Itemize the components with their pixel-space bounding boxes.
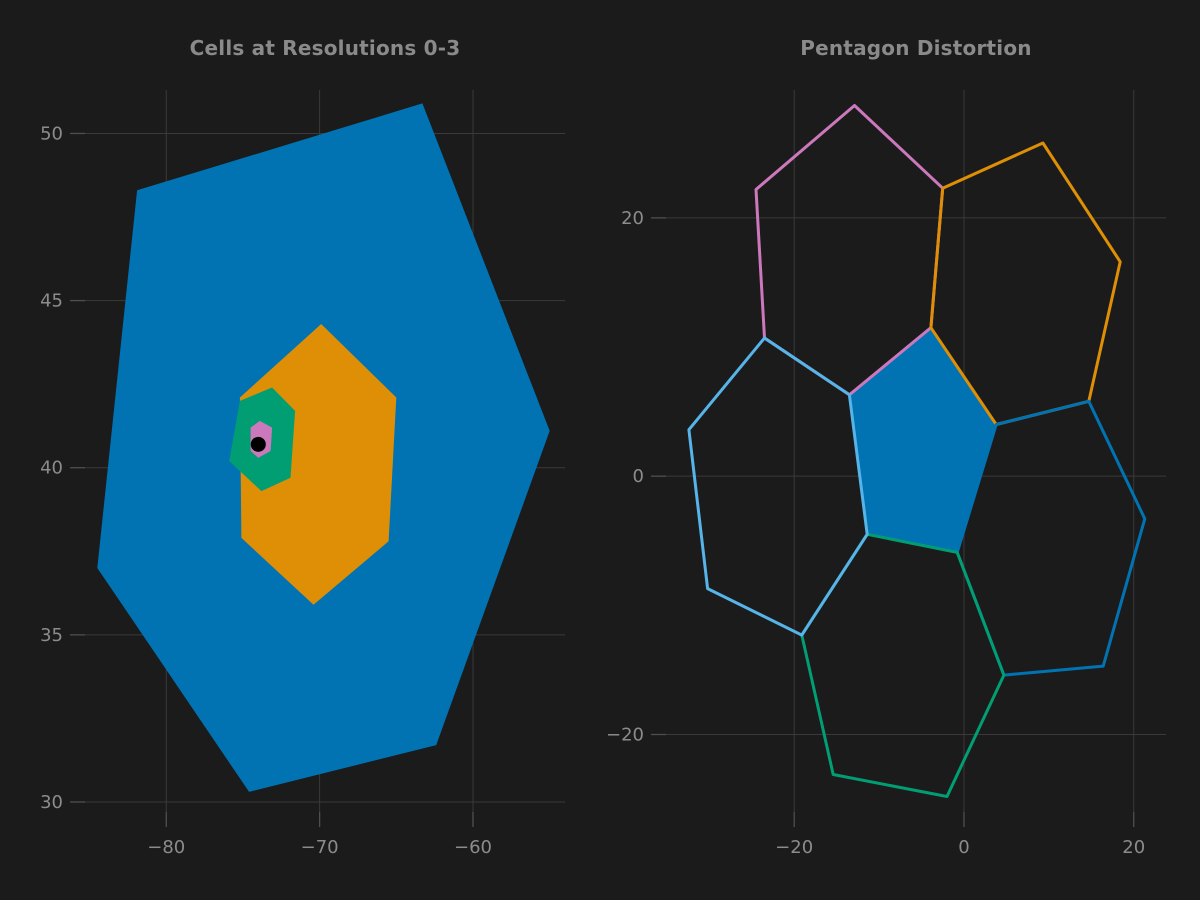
- y-tick-label: 20: [621, 208, 644, 229]
- center-point: [250, 436, 266, 452]
- right-chart-axes: −20 0 20 −20 0 20: [606, 90, 1166, 858]
- y-tick-label: 30: [40, 792, 63, 813]
- left-chart-title: Cells at Resolutions 0-3: [189, 36, 461, 60]
- right-chart-title: Pentagon Distortion: [800, 36, 1032, 60]
- y-tick-label: 45: [40, 291, 63, 312]
- x-tick-label: 20: [1122, 837, 1145, 858]
- neighbor-cell-w-outline: [687, 336, 869, 637]
- pentagon-cell-polygon: [849, 327, 997, 553]
- x-tick-label: −20: [775, 837, 813, 858]
- x-tick-label: −80: [147, 837, 185, 858]
- left-chart-axes: −80 −70 −60 30 35 40 45 50: [40, 90, 565, 858]
- neighbor-cell-s-outline: [800, 532, 1006, 798]
- y-tick-label: 0: [633, 466, 644, 487]
- y-tick-label: 35: [40, 625, 63, 646]
- resolution-1-cell-polygon: [239, 324, 397, 605]
- x-tick-label: −70: [301, 837, 339, 858]
- y-tick-label: 50: [40, 123, 63, 144]
- y-tick-label: −20: [606, 725, 644, 746]
- y-tick-label: 40: [40, 458, 63, 479]
- x-tick-label: 0: [958, 837, 969, 858]
- x-tick-label: −60: [454, 837, 492, 858]
